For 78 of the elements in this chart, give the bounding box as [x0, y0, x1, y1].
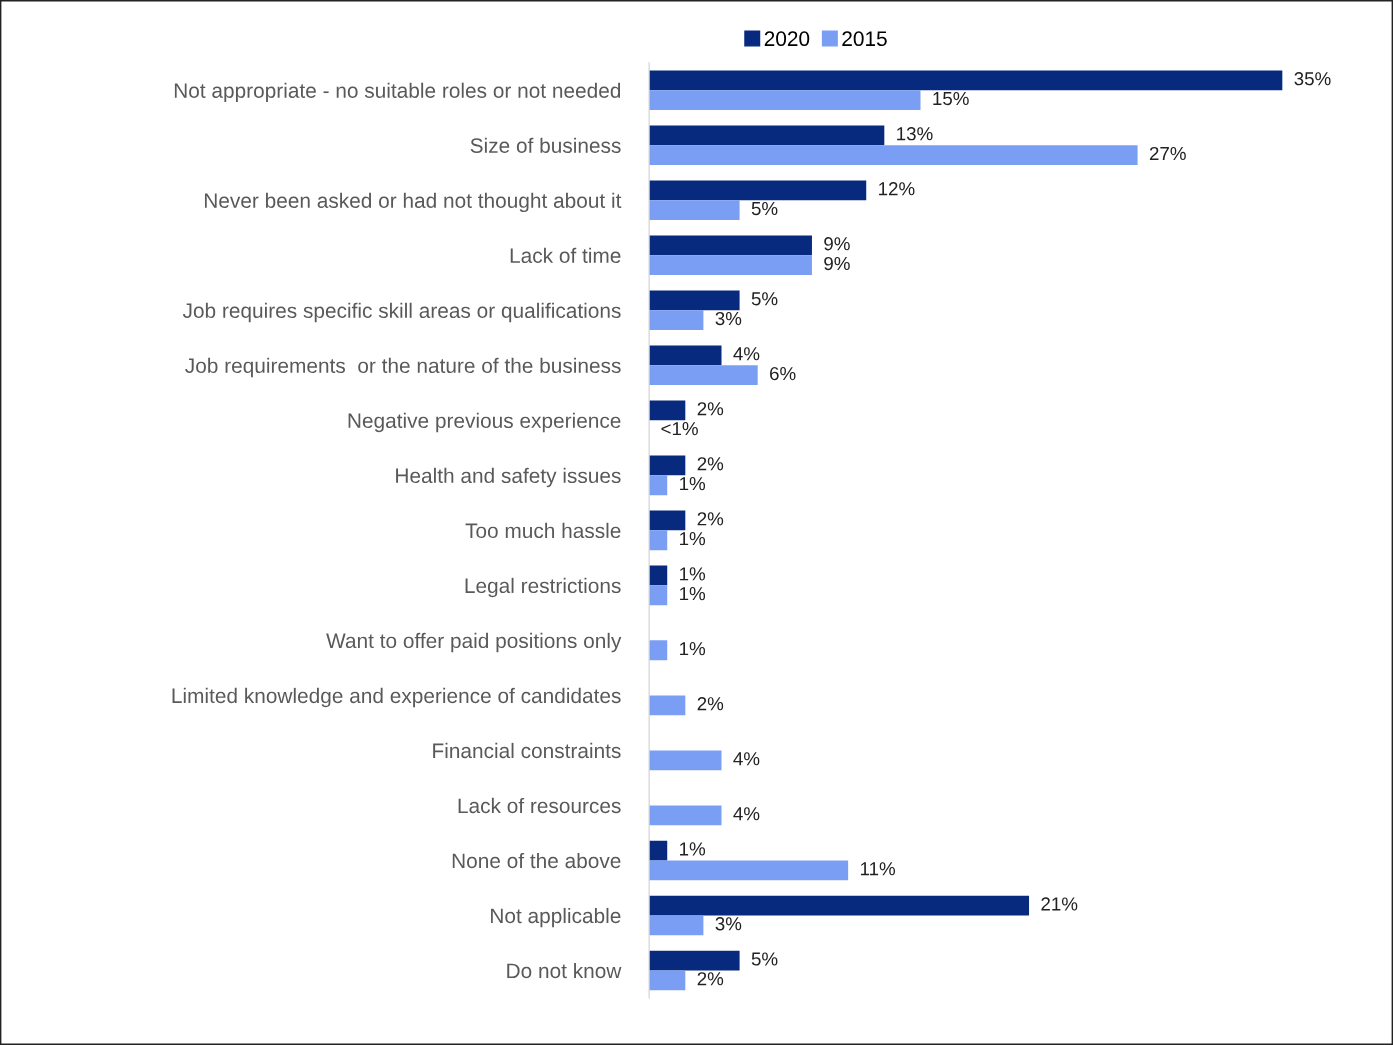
data-label: 1%: [680, 642, 706, 656]
y-tick-label: Job requires specific skill areas or qualifications: [182, 302, 621, 323]
data-label: 3%: [715, 917, 742, 931]
y-tick-label: Want to offer paid positions only: [326, 632, 622, 653]
legend-label: 2020: [764, 31, 810, 47]
bar: [649, 255, 812, 276]
y-tick-label: Not appropriate - no suitable roles or not needed: [174, 82, 621, 103]
data-label: 1%: [680, 532, 706, 546]
data-label: 9%: [824, 256, 850, 271]
bar: [649, 895, 1030, 916]
data-label: 11%: [860, 862, 896, 876]
bar: [649, 530, 668, 551]
bar: [649, 475, 668, 496]
bar: [649, 125, 885, 146]
data-label: 4%: [733, 807, 760, 821]
bar: [649, 70, 1283, 91]
bar: [649, 365, 758, 386]
data-label: 27%: [1149, 146, 1186, 161]
bar: [649, 345, 722, 366]
bar: [649, 310, 704, 331]
data-label: 5%: [751, 201, 778, 216]
bar: [649, 970, 686, 991]
bar: [649, 235, 812, 256]
data-label: 4%: [733, 752, 760, 766]
data-label: 1%: [680, 587, 706, 601]
y-tick-label: Size of business: [470, 137, 621, 153]
bar: [649, 585, 668, 606]
data-label: 1%: [680, 567, 706, 581]
data-label: 4%: [733, 347, 760, 361]
data-label: 2%: [697, 402, 724, 416]
bar: [649, 640, 668, 661]
y-tick-label: Limited knowledge and experience of candidates: [172, 687, 621, 708]
bar: [649, 400, 686, 421]
data-label: 3%: [715, 311, 742, 326]
bar: [649, 455, 686, 476]
y-tick-label: Do not know: [507, 962, 622, 979]
data-label: 1%: [680, 477, 706, 491]
bar: [649, 90, 921, 111]
y-tick-label: None of the above: [452, 852, 621, 869]
y-tick-label: Too much hassle: [465, 522, 621, 539]
bar: [649, 915, 704, 936]
bar: [649, 750, 722, 771]
data-label: 13%: [897, 127, 933, 141]
data-label: 2%: [697, 697, 724, 711]
y-tick-label: Legal restrictions: [465, 577, 621, 598]
y-tick-label: Financial constraints: [433, 742, 621, 759]
data-label: 12%: [879, 182, 915, 196]
bar: [649, 145, 1138, 166]
data-label: 2%: [697, 512, 724, 526]
bar: [649, 840, 668, 861]
data-label: 2%: [697, 457, 724, 471]
data-label: 2%: [697, 972, 724, 986]
bar: [649, 950, 740, 971]
y-tick-label: Lack of resources: [458, 797, 621, 814]
data-label: <1%: [661, 422, 698, 436]
bar: [649, 200, 740, 221]
data-label: 6%: [770, 366, 796, 381]
data-label: 21%: [1041, 897, 1078, 911]
bar: [649, 290, 740, 311]
bar: [649, 695, 686, 716]
data-label: 5%: [751, 292, 778, 306]
data-label: 5%: [751, 952, 778, 966]
data-label: 15%: [933, 91, 969, 106]
y-tick-label: Negative previous experience: [348, 412, 621, 433]
y-tick-label: Job requirements or the nature of the business: [185, 357, 621, 378]
y-tick-label: Lack of time: [510, 247, 621, 264]
bar: [649, 180, 867, 201]
bar: [649, 510, 686, 531]
bar: [649, 805, 722, 826]
legend-label: 2015: [842, 31, 887, 47]
bar: [649, 565, 668, 586]
data-label: 35%: [1294, 72, 1331, 86]
data-label: 9%: [824, 237, 850, 251]
y-tick-label: Health and safety issues: [396, 467, 621, 488]
y-tick-label: Not applicable: [491, 907, 621, 928]
data-label: 1%: [680, 842, 706, 856]
bar: [649, 860, 849, 881]
y-tick-label: Never been asked or had not thought about it: [204, 192, 622, 213]
